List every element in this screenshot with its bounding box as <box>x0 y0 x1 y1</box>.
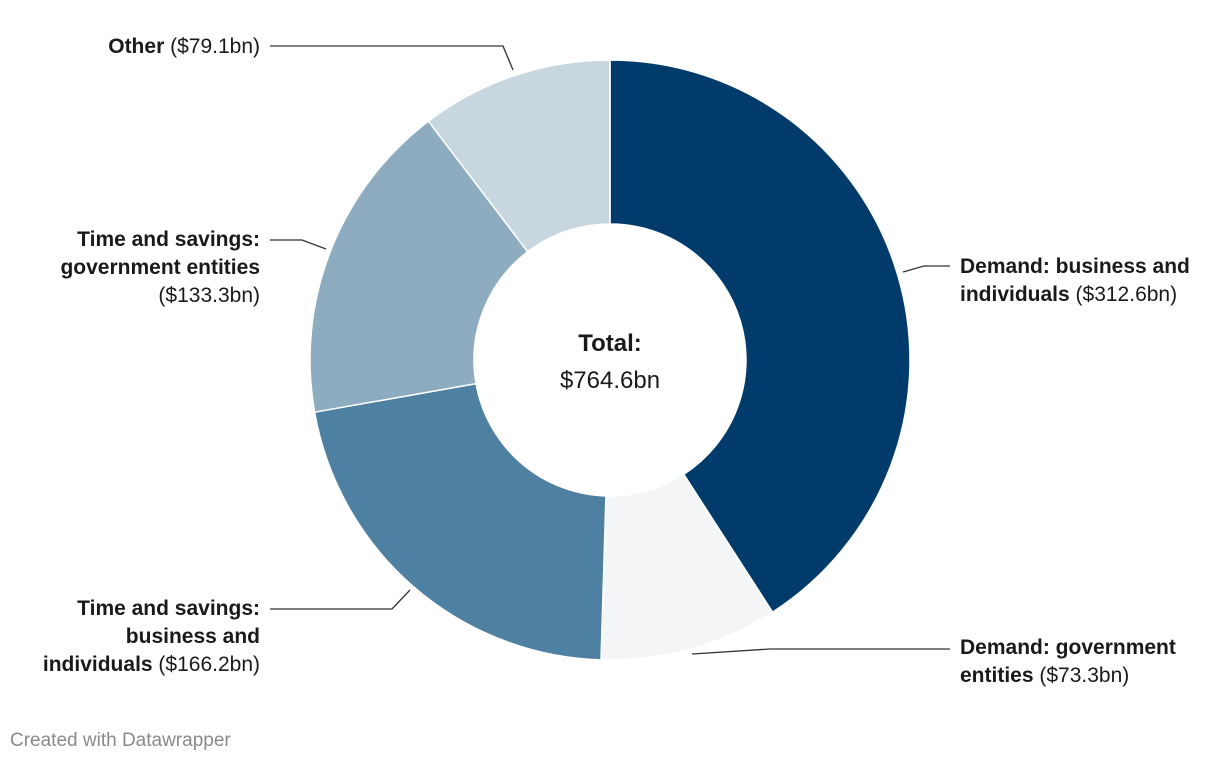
label-demand-government-line2: entities <box>960 664 1034 687</box>
label-ts-business-value: ($166.2bn) <box>158 653 260 676</box>
label-ts-business-line1: Time and savings: <box>77 597 260 620</box>
label-ts-business: Time and savings: business and individua… <box>43 595 260 679</box>
label-ts-government-value: ($133.3bn) <box>158 284 260 307</box>
label-other-name: Other <box>108 35 165 58</box>
label-demand-government-value: ($73.3bn) <box>1039 664 1130 687</box>
label-demand-government: Demand: government entities ($73.3bn) <box>960 634 1176 690</box>
footer-credit: Created with Datawrapper <box>10 730 231 751</box>
label-other-value: ($79.1bn) <box>170 35 260 58</box>
leader-line-demand-business <box>902 265 950 273</box>
label-ts-government-line1: Time and savings: <box>77 228 260 251</box>
label-demand-government-line1: Demand: government <box>960 636 1176 659</box>
label-ts-government: Time and savings: government entities ($… <box>60 226 260 310</box>
label-demand-business-line1: Demand: business and <box>960 255 1190 278</box>
leader-line-other <box>270 45 514 71</box>
label-demand-business-line2: individuals <box>960 283 1070 306</box>
leader-line-ts-business <box>270 589 411 610</box>
label-ts-business-line3: individuals <box>42 653 153 676</box>
label-ts-government-line2: government entities <box>60 256 260 279</box>
leader-line-ts-government <box>270 239 327 250</box>
label-ts-business-line2: business and <box>125 625 260 648</box>
donut-slice-4 <box>309 120 529 414</box>
label-demand-business: Demand: business and individuals ($312.6… <box>960 253 1190 309</box>
leader-line-demand-government <box>691 648 950 655</box>
label-other: Other ($79.1bn) <box>108 33 260 61</box>
donut-slice-5 <box>427 59 611 253</box>
center-total-value: $764.6bn <box>559 367 661 394</box>
donut-slice-3 <box>313 382 607 661</box>
center-total-title: Total: <box>578 330 642 357</box>
label-demand-business-value: ($312.6bn) <box>1075 283 1178 306</box>
donut-slice-1 <box>609 59 911 614</box>
